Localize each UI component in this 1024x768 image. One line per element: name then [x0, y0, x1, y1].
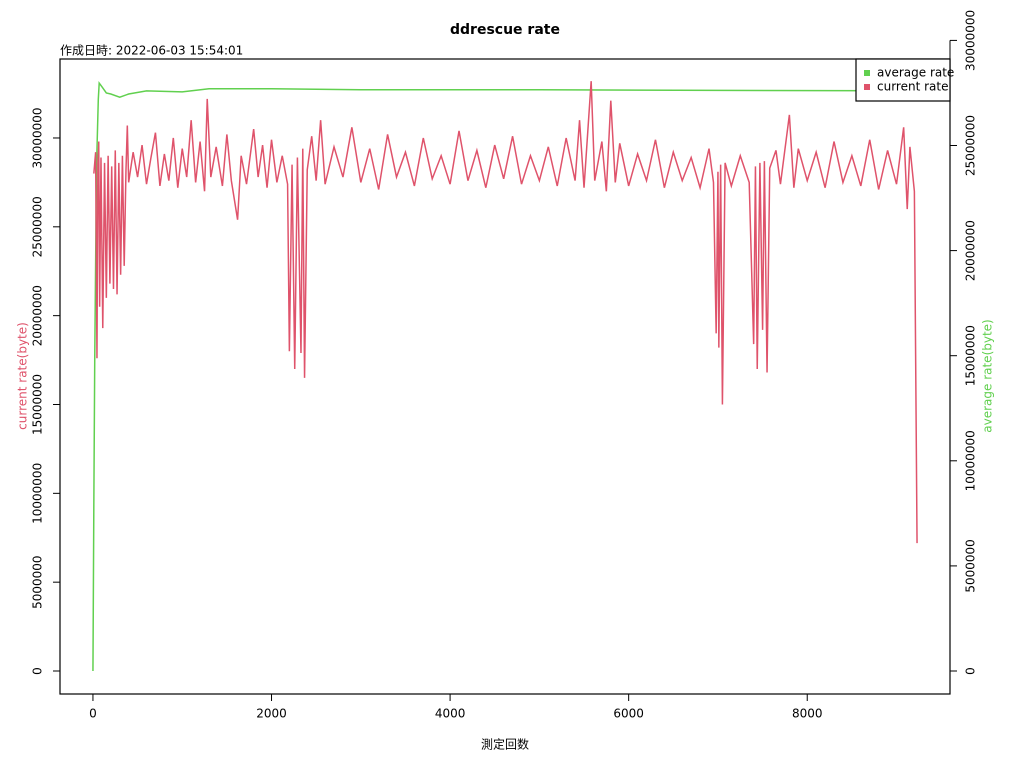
y2-tick-label: 20000000	[964, 220, 978, 281]
y2-tick-label: 5000000	[964, 539, 978, 592]
legend-box	[855, 58, 951, 102]
y-tick-label: 30000000	[31, 107, 45, 168]
x-axis-label: 測定回数	[481, 737, 529, 752]
x-tick-label: 0	[89, 707, 97, 721]
y2-tick-label: 10000000	[964, 430, 978, 491]
x-tick-label: 4000	[435, 707, 466, 721]
x-tick-label: 2000	[256, 707, 287, 721]
y2-tick-label: 15000000	[964, 325, 978, 386]
chart-title: ddrescue rate	[450, 22, 560, 38]
y-tick-label: 20000000	[31, 285, 45, 346]
x-tick-label: 8000	[792, 707, 823, 721]
x-tick-label: 6000	[613, 707, 644, 721]
y2-tick-label: 30000000	[964, 10, 978, 71]
y-tick-label: 15000000	[31, 374, 45, 435]
y2-tick-label: 25000000	[964, 115, 978, 176]
data-line	[92, 80, 918, 672]
legend-swatch	[864, 84, 870, 90]
legend-label: average rate	[877, 66, 954, 80]
legend-swatch	[864, 70, 870, 76]
y-tick-label: 5000000	[31, 555, 45, 608]
y-tick-label: 25000000	[31, 196, 45, 257]
y-tick-label: 10000000	[31, 463, 45, 524]
subtitle: 作成日時: 2022-06-03 15:54:01	[60, 44, 243, 58]
y-tick-label: 0	[31, 667, 45, 675]
legend-label: current rate	[877, 80, 948, 94]
data-line	[93, 81, 918, 544]
y-axis-label: current rate(byte)	[16, 322, 30, 430]
plot-frame	[59, 58, 951, 695]
y2-tick-label: 0	[964, 667, 978, 675]
y2-axis-label: average rate(byte)	[981, 319, 995, 432]
